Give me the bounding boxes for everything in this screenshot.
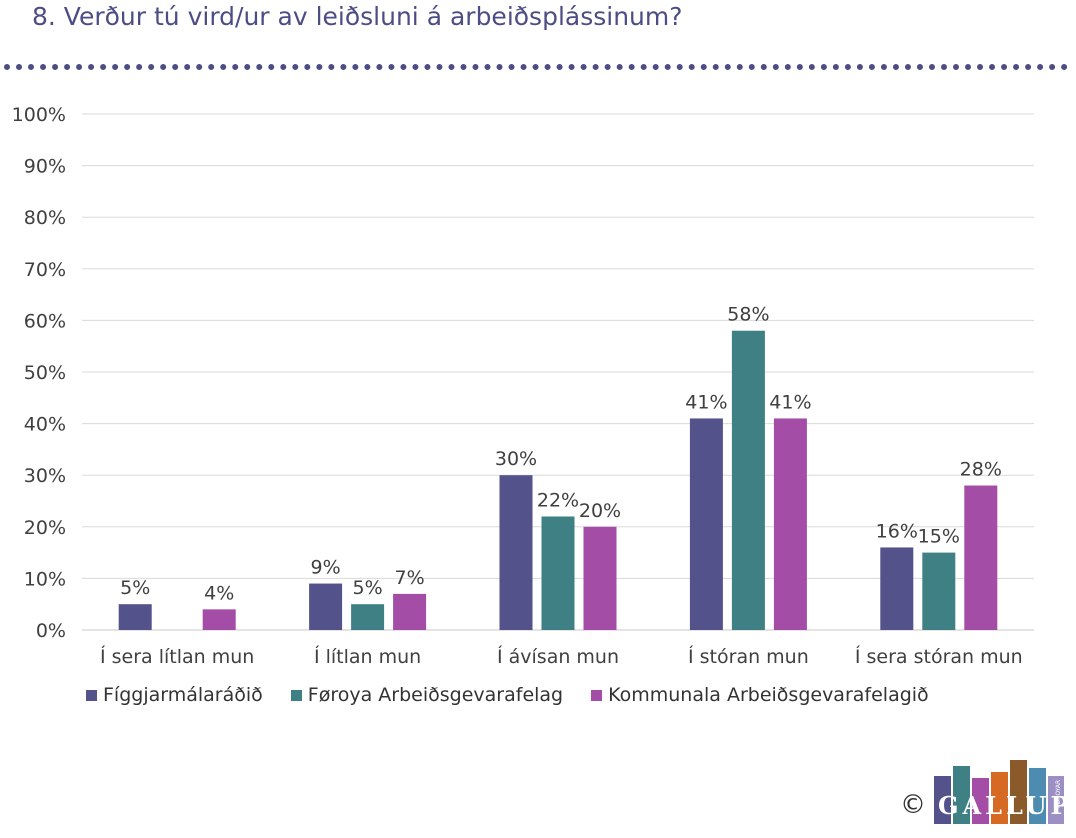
bar [541,516,575,630]
x-tick-label: Í stóran mun [688,645,809,668]
svg-text:GALLUP: GALLUP [938,791,1066,820]
bar [202,609,236,630]
y-tick-label: 60% [24,310,66,332]
legend-label: Kommunala Arbeiðsgevarafelagið [608,684,929,706]
legend-swatch [290,689,302,701]
data-label: 22% [537,489,579,511]
legend-swatch [591,689,603,701]
bar [964,485,998,630]
data-label: 16% [876,520,918,542]
bar-chart: 0% 10% 20% 30% 40% 50% 60% 70% 80% 90% 100% Í sera … [12,104,1034,668]
data-label: 30% [495,448,537,470]
bar [689,418,723,630]
y-tick-label: 70% [24,259,66,281]
bar [731,330,765,630]
chart-title: 8. Verður tú vird/ur av leiðsluni á arbe… [32,2,683,31]
data-label: 5% [120,577,150,599]
x-tick-label: Í lítlan mun [314,645,421,668]
data-label: 15% [918,526,960,548]
bar [118,604,152,630]
x-tick-label: Í sera stóran mun [855,645,1023,668]
y-tick-label: 20% [24,517,66,539]
bar [393,593,427,630]
data-label: 7% [395,567,425,589]
y-tick-label: 40% [24,414,66,436]
x-tick-label: Í sera lítlan mun [100,645,254,668]
legend-swatch [86,689,97,701]
data-label: 28% [960,459,1002,481]
data-label: 41% [685,391,727,413]
data-label: 58% [727,304,769,326]
y-tick-label: 10% [24,568,66,590]
bar [922,552,956,630]
data-label: 20% [579,500,621,522]
y-tick-label: 50% [24,362,66,384]
data-label: 4% [204,582,234,604]
gallup-logo: GALLUP FØROYAR [934,760,1066,824]
legend-item: Kommunala Arbeiðsgevarafelagið [591,684,929,706]
bar [583,526,617,630]
y-tick-label: 0% [36,620,66,642]
y-tick-label: 30% [24,465,66,487]
bar [351,604,385,630]
data-label: 5% [353,577,383,599]
y-tick-label: 90% [24,156,66,178]
legend-item: Føroya Arbeiðsgevarafelag [290,684,564,706]
legend-label: Fíggjarmálaráðið [103,684,263,706]
bar [773,418,807,630]
x-tick-label: Í ávísan mun [497,645,619,668]
bar [499,475,533,630]
data-label: 9% [311,557,341,579]
legend-item: Fíggjarmálaráðið [86,684,263,706]
title-divider [4,64,1068,70]
chart-legend: Fíggjarmálaráðið Føroya Arbeiðsgevarafela… [86,684,957,706]
copyright-symbol: © [900,790,926,820]
bar [880,547,914,630]
y-tick-label: 80% [24,207,66,229]
bar [309,583,343,630]
svg-text:FØROYAR: FØROYAR [1055,780,1062,808]
legend-label: Føroya Arbeiðsgevarafelag [307,684,564,706]
y-tick-label: 100% [12,104,66,126]
data-label: 41% [769,391,811,413]
